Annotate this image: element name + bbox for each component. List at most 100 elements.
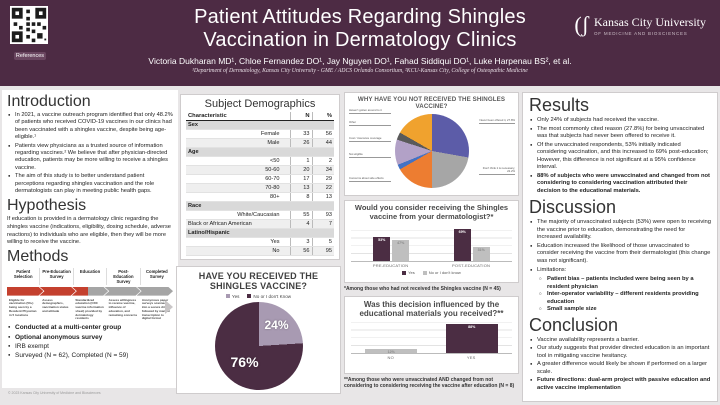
copyright-text: © 2023 Kansas City University of Medicin…: [8, 391, 101, 395]
conclusion-bullet: A greater difference would likely be sho…: [529, 361, 711, 376]
methods-bullet: Optional anonymous survey: [7, 334, 173, 342]
flow-segment: [72, 287, 108, 296]
flow-stage: Post-Education Survey: [107, 267, 141, 285]
flow-note: Standardized education (CDC vaccine info…: [75, 297, 104, 321]
flow-segment: [137, 287, 173, 296]
x-label-post: POST-EDUCATION: [452, 263, 491, 269]
table-row: Yes 3 5: [186, 237, 334, 247]
methods-flow-diagram: Patient Selection Pre-Education Survey E…: [7, 267, 173, 323]
x-label-pre: PRE-EDUCATION: [372, 263, 409, 269]
legend-item: No or I don't know: [422, 270, 461, 275]
table-row: 60-70 17 29: [186, 174, 334, 184]
conclusion-heading: Conclusion: [529, 314, 619, 335]
hypothesis-text: If education is provided in a dermatolog…: [7, 216, 171, 246]
authors-line: Victoria Dukharan MD¹, Chloe Fernandez D…: [148, 56, 572, 66]
limitations-list: Patient bias – patients included were be…: [529, 276, 711, 314]
col-pct: %: [311, 112, 334, 121]
flow-stage: Education: [74, 267, 108, 285]
bar-post-no: 31%: [472, 246, 490, 262]
influenced-bar-plot: 12% 88%: [351, 320, 512, 354]
table-row: Latino/Hispanic: [186, 228, 334, 238]
bar-pre-yes: 53%: [373, 236, 391, 262]
consider-footnote: *Among those who had not received the Sh…: [344, 286, 501, 292]
flow-note: Eligible for vaccination (50+) being see…: [9, 297, 37, 317]
consider-legend: Yes No or I don't know: [351, 270, 512, 275]
pie-slice-label: Concerns about side effects: [349, 176, 391, 183]
flow-note: Assess demographics, vaccination status …: [42, 297, 69, 313]
logo-subtitle: OF MEDICINE AND BIOSCIENCES: [594, 30, 688, 36]
limitation-item: Small sample size: [529, 306, 711, 314]
bar-post-yes: 69%: [453, 229, 471, 262]
conclusion-bullet: Future directions: dual-arm project with…: [529, 377, 711, 392]
table-row: Male 26 44: [186, 138, 334, 148]
caduceus-icon: (ʃ: [574, 12, 589, 37]
discussion-bullets: The majority of unvaccinated subjects (5…: [529, 219, 711, 274]
pie-slice-label: Don't think it is necessary, 22.2%: [479, 166, 515, 176]
results-bullets: Only 24% of subjects had received the va…: [529, 117, 711, 195]
demographics-panel: Subject Demographics Characteristic N % …: [180, 94, 340, 260]
received-chart-legend: Yes No or I don't Know: [181, 294, 336, 299]
methods-bullet: Surveyed (N = 62), Completed (N = 59): [7, 352, 173, 360]
limitation-item: Inter-operator variability – different r…: [529, 291, 711, 306]
legend-item: Yes: [225, 294, 239, 299]
flow-segment: [39, 287, 75, 296]
received-chart-title: HAVE YOU RECEIVED THE SHINGLES VACCINE?: [198, 271, 319, 292]
conclusion-bullet: Vaccine availability represents a barrie…: [529, 337, 711, 345]
flow-note: Assess willingness to receive vaccine, i…: [108, 297, 138, 317]
col-characteristic: Characteristic: [186, 112, 290, 121]
table-row: 70-80 13 22: [186, 183, 334, 193]
methods-heading: Methods: [7, 247, 69, 265]
influenced-x-labels: NO YES: [351, 355, 512, 360]
bar-yes: 88%: [445, 324, 498, 354]
affiliations-line: ¹Department of Dermatology, Kansas City …: [192, 68, 528, 74]
pie-slice-label: Other: [349, 120, 391, 127]
consider-chart-title: Would you consider receiving the Shingle…: [354, 203, 509, 221]
legend-item: Yes: [402, 270, 415, 275]
flow-stage: Patient Selection: [7, 267, 41, 285]
x-label-no: NO: [387, 355, 394, 361]
header-banner: References Patient Attitudes Regarding S…: [0, 0, 720, 86]
poster-title-line2: Vaccination in Dermatology Clinics: [203, 29, 517, 51]
methods-bullets: Conducted at a multi-center group Option…: [7, 324, 173, 361]
demographics-table: Characteristic N % Sex Female 33 56 Male 26 44…: [186, 112, 334, 256]
demographics-title: Subject Demographics: [204, 98, 316, 110]
intro-heading: Introduction: [7, 93, 91, 110]
table-row: 50-60 20 34: [186, 165, 334, 175]
conclusion-bullet: Our study suggests that provider directe…: [529, 345, 711, 360]
flow-note: Anonymous paper surveys scanned into a s…: [141, 297, 170, 321]
flow-arrow-bar: [7, 287, 173, 296]
table-row: Sex: [186, 120, 334, 130]
conclusion-bullets: Vaccine availability represents a barrie…: [529, 337, 711, 393]
table-row: <50 1 2: [186, 156, 334, 166]
received-vaccine-panel: HAVE YOU RECEIVED THE SHINGLES VACCINE? …: [176, 266, 341, 394]
why-not-pie: [394, 114, 469, 188]
university-logo: (ʃ Kansas City University OF MEDICINE AN…: [574, 14, 706, 36]
pie-slice-label: Never been offered it, 27.8%: [479, 118, 515, 125]
discussion-heading: Discussion: [529, 197, 617, 218]
table-row: Age: [186, 147, 334, 157]
table-row: 80+ 8 13: [186, 192, 334, 202]
flow-stage: Pre-Education Survey: [40, 267, 74, 285]
pie-slice-label: Cost / insurance coverage: [349, 136, 391, 143]
discussion-bullet: Education increased the likelihood of th…: [529, 243, 711, 266]
results-bullet: The most commonly cited reason (27.8%) f…: [529, 126, 711, 141]
discussion-bullet: The majority of unvaccinated subjects (5…: [529, 219, 711, 242]
pie-label-no: 76%: [230, 353, 259, 370]
why-not-vaccinated-panel: WHY HAVE YOU NOT RECEIVED THE SHINGLES V…: [344, 92, 519, 196]
pre-education-group: 53% 47%: [373, 224, 410, 262]
results-bullet: 88% of subjects who were unvaccinated an…: [529, 173, 711, 196]
table-row: White/Caucasian 55 93: [186, 210, 334, 220]
pie-label-yes: 24%: [264, 317, 289, 332]
x-label-yes: YES: [466, 355, 476, 361]
qr-block: References: [10, 6, 50, 62]
flow-stage-labels: Patient Selection Pre-Education Survey E…: [7, 267, 173, 285]
results-bullet: Only 24% of subjects had received the va…: [529, 117, 711, 125]
bar-no: 12%: [365, 349, 418, 354]
hypothesis-heading: Hypothesis: [7, 197, 87, 215]
results-bullet: Of the unvaccinated respondents, 53% ini…: [529, 142, 711, 172]
received-vaccine-pie: 24% 76%: [214, 301, 303, 390]
flow-stage-notes: Eligible for vaccination (50+) being see…: [7, 298, 173, 323]
flow-segment: [7, 287, 43, 296]
discussion-bullet: Limitations:: [529, 267, 711, 275]
